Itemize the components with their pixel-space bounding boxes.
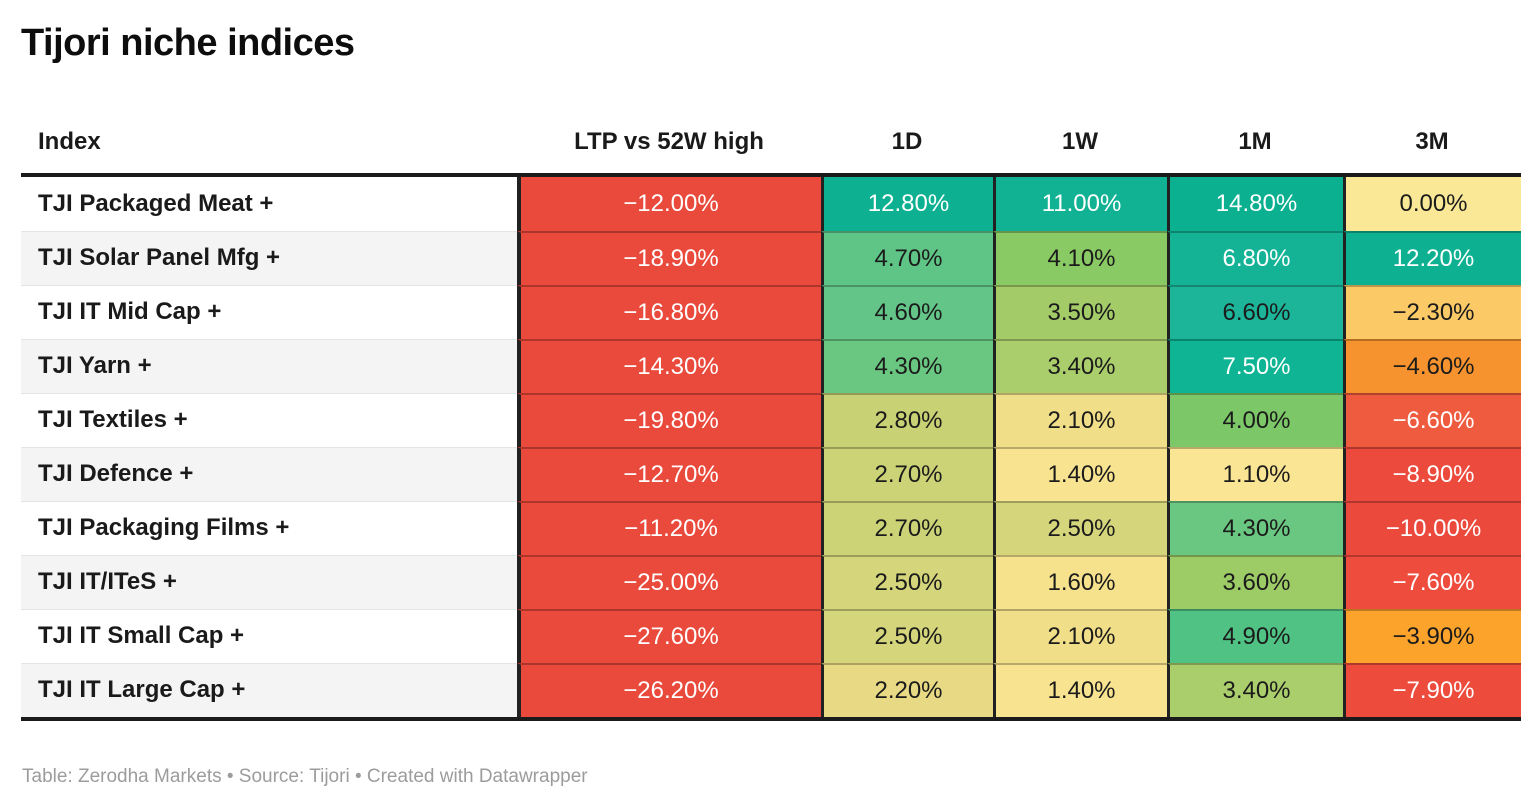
value-cell: 11.00% xyxy=(993,176,1167,231)
value-cell: −14.30% xyxy=(517,338,821,393)
index-cell[interactable]: TJI Solar Panel Mfg + xyxy=(21,230,517,285)
value-cell: −2.30% xyxy=(1343,284,1521,339)
value-cell: 3.60% xyxy=(1167,554,1343,609)
value-cell: 3.40% xyxy=(1167,662,1343,717)
value-cell: 3.50% xyxy=(993,284,1167,339)
value-cell: −18.90% xyxy=(517,230,821,285)
value-cell: 12.80% xyxy=(821,176,993,231)
column-header-1m: 1M xyxy=(1238,128,1272,156)
column-header-3m: 3M xyxy=(1415,128,1449,156)
value-cell: 2.70% xyxy=(821,500,993,555)
value-cell: −10.00% xyxy=(1343,500,1521,555)
value-cell: 4.30% xyxy=(821,338,993,393)
value-cell: 4.70% xyxy=(821,230,993,285)
table-header-row: Index LTP vs 52W high 1D 1W 1M 3M xyxy=(21,112,1521,177)
value-cell: 1.10% xyxy=(1167,446,1343,501)
value-cell: 2.10% xyxy=(993,392,1167,447)
value-cell: 12.20% xyxy=(1343,230,1521,285)
page-title: Tijori niche indices xyxy=(21,22,355,64)
value-cell: 1.40% xyxy=(993,662,1167,717)
index-cell[interactable]: TJI IT Large Cap + xyxy=(21,662,517,717)
column-header-1d: 1D xyxy=(891,128,923,156)
value-cell: −12.70% xyxy=(517,446,821,501)
value-cell: −26.20% xyxy=(517,662,821,717)
value-cell: 4.30% xyxy=(1167,500,1343,555)
column-header-ltp-vs-52w-high: LTP vs 52W high xyxy=(574,128,764,156)
value-cell: 6.60% xyxy=(1167,284,1343,339)
column-header-index: Index xyxy=(38,128,101,156)
index-cell[interactable]: TJI IT Small Cap + xyxy=(21,608,517,663)
value-cell: 7.50% xyxy=(1167,338,1343,393)
column-header-1w: 1W xyxy=(1062,128,1098,156)
value-cell: −8.90% xyxy=(1343,446,1521,501)
index-cell[interactable]: TJI Packaged Meat + xyxy=(21,176,517,231)
value-cell: −7.60% xyxy=(1343,554,1521,609)
value-cell: 2.70% xyxy=(821,446,993,501)
value-cell: 3.40% xyxy=(993,338,1167,393)
value-cell: −6.60% xyxy=(1343,392,1521,447)
index-cell[interactable]: TJI IT Mid Cap + xyxy=(21,284,517,339)
value-cell: −4.60% xyxy=(1343,338,1521,393)
value-cell: 6.80% xyxy=(1167,230,1343,285)
value-cell: −3.90% xyxy=(1343,608,1521,663)
index-cell[interactable]: TJI Packaging Films + xyxy=(21,500,517,555)
value-cell: −25.00% xyxy=(517,554,821,609)
value-cell: 2.10% xyxy=(993,608,1167,663)
indices-table: Index LTP vs 52W high 1D 1W 1M 3M TJI Pa… xyxy=(21,112,1521,721)
index-cell[interactable]: TJI IT/ITeS + xyxy=(21,554,517,609)
index-cell[interactable]: TJI Defence + xyxy=(21,446,517,501)
value-cell: 4.10% xyxy=(993,230,1167,285)
value-cell: −16.80% xyxy=(517,284,821,339)
table-body: TJI Packaged Meat + −12.00% 12.80% 11.00% 14… xyxy=(21,176,1521,721)
value-cell: −7.90% xyxy=(1343,662,1521,717)
value-cell: 4.00% xyxy=(1167,392,1343,447)
value-cell: −11.20% xyxy=(517,500,821,555)
datawrapper-table-page: Tijori niche indices Index LTP vs 52W hi… xyxy=(21,22,1521,787)
value-cell: 2.50% xyxy=(821,608,993,663)
value-cell: 2.50% xyxy=(993,500,1167,555)
value-cell: 2.20% xyxy=(821,662,993,717)
value-cell: 4.60% xyxy=(821,284,993,339)
attribution-footer: Table: Zerodha Markets • Source: Tijori … xyxy=(22,765,588,787)
index-cell[interactable]: TJI Textiles + xyxy=(21,392,517,447)
value-cell: 1.60% xyxy=(993,554,1167,609)
value-cell: 0.00% xyxy=(1343,176,1521,231)
value-cell: 2.50% xyxy=(821,554,993,609)
index-cell[interactable]: TJI Yarn + xyxy=(21,338,517,393)
value-cell: −12.00% xyxy=(517,176,821,231)
value-cell: 4.90% xyxy=(1167,608,1343,663)
value-cell: 2.80% xyxy=(821,392,993,447)
value-cell: 1.40% xyxy=(993,446,1167,501)
value-cell: −19.80% xyxy=(517,392,821,447)
value-cell: −27.60% xyxy=(517,608,821,663)
value-cell: 14.80% xyxy=(1167,176,1343,231)
